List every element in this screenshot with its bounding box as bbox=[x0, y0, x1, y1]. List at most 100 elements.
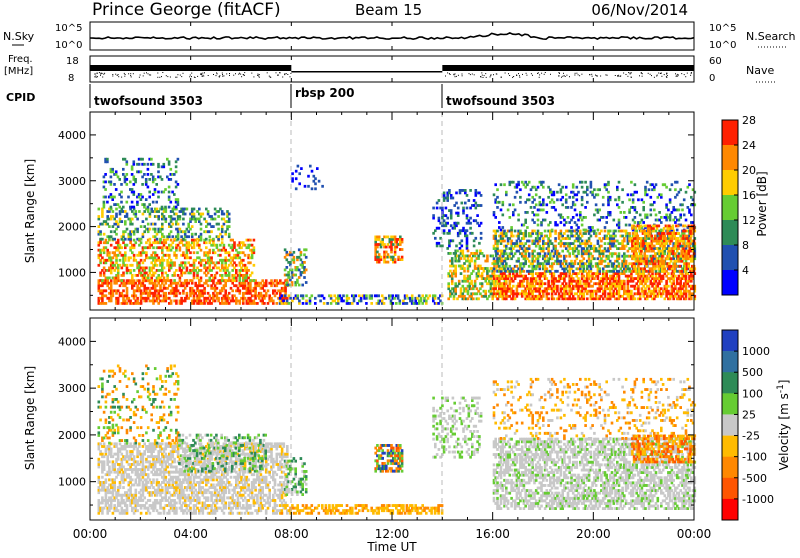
range-cell bbox=[205, 269, 208, 272]
range-cell bbox=[193, 251, 196, 254]
range-cell bbox=[463, 270, 466, 273]
range-cell bbox=[191, 235, 194, 238]
range-cell bbox=[309, 165, 312, 168]
range-cell bbox=[154, 256, 157, 259]
range-cell bbox=[219, 269, 222, 272]
range-cell bbox=[108, 251, 111, 254]
range-cell bbox=[268, 294, 271, 297]
range-cell bbox=[296, 279, 299, 282]
range-cell bbox=[542, 237, 545, 240]
range-cell bbox=[166, 176, 169, 179]
range-cell bbox=[149, 289, 152, 292]
range-cell bbox=[168, 160, 171, 163]
range-cell bbox=[267, 289, 270, 292]
range-cell bbox=[517, 183, 520, 186]
range-cell bbox=[263, 302, 266, 305]
range-cell bbox=[177, 235, 180, 238]
range-cell bbox=[632, 193, 635, 196]
range-cell bbox=[239, 302, 242, 305]
range-cell bbox=[590, 267, 593, 270]
range-cell bbox=[505, 252, 508, 255]
range-cell bbox=[690, 297, 693, 300]
range-cell bbox=[466, 217, 469, 220]
range-cell bbox=[591, 295, 594, 298]
range-cell bbox=[493, 245, 496, 248]
range-cell bbox=[165, 220, 168, 223]
range-cell bbox=[224, 230, 227, 233]
range-cell bbox=[147, 287, 150, 290]
range-cell bbox=[560, 191, 563, 194]
range-cell bbox=[301, 284, 304, 287]
range-cell bbox=[184, 233, 187, 236]
freq-sample bbox=[596, 75, 597, 76]
range-cell bbox=[553, 290, 556, 293]
range-cell bbox=[493, 292, 496, 295]
range-cell bbox=[556, 285, 559, 288]
range-cell bbox=[305, 300, 308, 303]
range-cell bbox=[533, 198, 536, 201]
range-cell bbox=[198, 218, 201, 221]
freq-sample bbox=[150, 75, 151, 76]
range-cell bbox=[500, 229, 503, 232]
freq-sample bbox=[666, 73, 667, 74]
freq-sample bbox=[491, 74, 492, 75]
range-cell bbox=[623, 240, 626, 243]
freq-sample bbox=[162, 72, 163, 73]
range-cell bbox=[112, 215, 115, 218]
range-cell bbox=[533, 230, 536, 233]
range-cell bbox=[216, 272, 219, 275]
nsky-trace bbox=[90, 33, 694, 39]
range-cell bbox=[193, 289, 196, 292]
range-cell bbox=[231, 297, 234, 300]
range-cell bbox=[165, 272, 168, 275]
range-cell bbox=[674, 287, 677, 290]
range-cell bbox=[554, 209, 557, 212]
range-cell bbox=[639, 297, 642, 300]
range-cell bbox=[168, 196, 171, 199]
range-cell bbox=[499, 255, 502, 258]
range-cell bbox=[385, 251, 388, 254]
range-cell bbox=[189, 294, 192, 297]
range-cell bbox=[664, 252, 667, 255]
freq-sample bbox=[661, 73, 662, 74]
range-cell bbox=[156, 284, 159, 287]
range-cell bbox=[212, 279, 215, 282]
range-cell bbox=[129, 272, 132, 275]
range-cell bbox=[449, 290, 452, 293]
freq-sample bbox=[532, 75, 533, 76]
range-cell bbox=[302, 294, 305, 297]
range-cell bbox=[157, 292, 160, 295]
range-cell bbox=[657, 285, 660, 288]
range-cell bbox=[159, 284, 162, 287]
range-cell bbox=[556, 198, 559, 201]
range-cell bbox=[121, 292, 124, 295]
range-cell bbox=[149, 238, 152, 241]
freq-sample bbox=[201, 74, 202, 75]
range-cell bbox=[99, 233, 102, 236]
range-cell bbox=[516, 270, 519, 273]
range-cell bbox=[494, 198, 497, 201]
range-cell bbox=[572, 201, 575, 204]
freq-sample bbox=[244, 72, 245, 73]
range-cell bbox=[620, 211, 623, 214]
range-cell bbox=[618, 226, 621, 229]
range-cell bbox=[141, 196, 144, 199]
freq-band bbox=[291, 71, 442, 73]
range-cell bbox=[214, 213, 217, 216]
range-cell bbox=[221, 238, 224, 241]
range-cell bbox=[170, 201, 173, 204]
range-cell bbox=[231, 264, 234, 267]
range-cell bbox=[496, 247, 499, 250]
freq-sample bbox=[130, 73, 131, 74]
freq-sample bbox=[684, 74, 685, 75]
range-cell bbox=[533, 250, 536, 253]
range-cell bbox=[454, 265, 457, 268]
range-cell bbox=[476, 250, 479, 253]
range-cell bbox=[565, 186, 568, 189]
freq-sample bbox=[241, 76, 242, 77]
range-cell bbox=[147, 274, 150, 277]
range-cell bbox=[469, 207, 472, 210]
range-cell bbox=[609, 214, 612, 217]
range-cell bbox=[298, 172, 301, 175]
range-cell bbox=[163, 215, 166, 218]
